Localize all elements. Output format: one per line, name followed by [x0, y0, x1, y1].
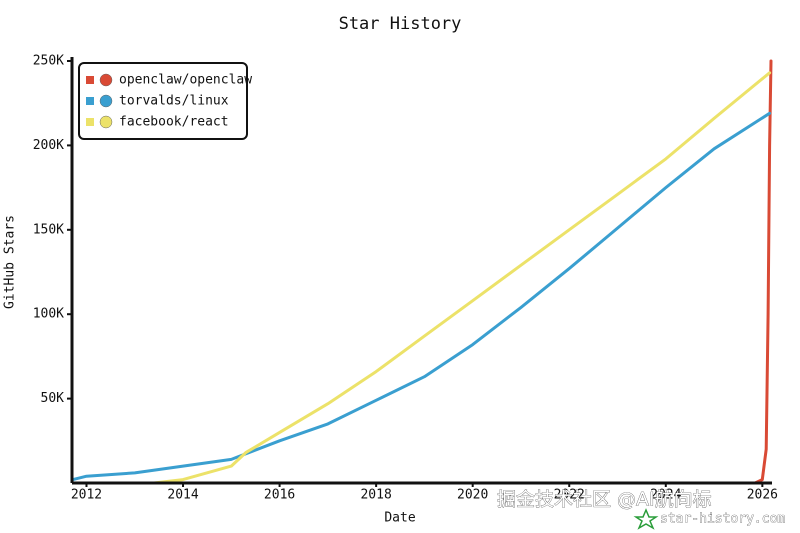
- y-tick-label: 100K: [33, 307, 64, 322]
- legend-box: [78, 62, 248, 140]
- watermark: 掘金技术社区 @AI航向标: [497, 489, 712, 511]
- legend-swatch: [86, 76, 94, 84]
- legend-swatch: [86, 118, 94, 126]
- y-axis-label: GitHub Stars: [3, 215, 18, 309]
- series-line: [71, 111, 772, 482]
- source-icon: [633, 508, 659, 530]
- legend-label: facebook/react: [119, 115, 229, 130]
- x-tick-label: 2016: [264, 488, 295, 503]
- x-tick-label: 2026: [747, 488, 778, 503]
- legend-avatar: [99, 94, 113, 108]
- legend-avatar: [99, 73, 113, 87]
- x-tick-label: 2018: [360, 488, 391, 503]
- series-line: [152, 71, 772, 485]
- x-tick-label: 2020: [457, 488, 488, 503]
- x-tick-label: 2024: [650, 488, 681, 503]
- x-tick-label: 2012: [71, 488, 102, 503]
- x-tick-label: 2014: [167, 488, 198, 503]
- x-tick-label: 2022: [554, 488, 585, 503]
- legend-avatar: [99, 115, 113, 129]
- y-tick-label: 50K: [41, 391, 65, 406]
- legend-swatch: [86, 97, 94, 105]
- legend-label: torvalds/linux: [119, 94, 229, 109]
- x-axis-label: Date: [384, 511, 415, 526]
- source-label: star-history.com: [660, 512, 785, 527]
- y-tick-label: 150K: [33, 222, 64, 237]
- chart-title: Star History: [339, 14, 462, 34]
- legend: openclaw/openclaw torvalds/linux facebook/…: [78, 62, 252, 140]
- y-tick-label: 250K: [33, 54, 64, 69]
- legend-label: openclaw/openclaw: [119, 73, 252, 88]
- series-line: [753, 59, 773, 485]
- y-tick-label: 200K: [33, 138, 64, 153]
